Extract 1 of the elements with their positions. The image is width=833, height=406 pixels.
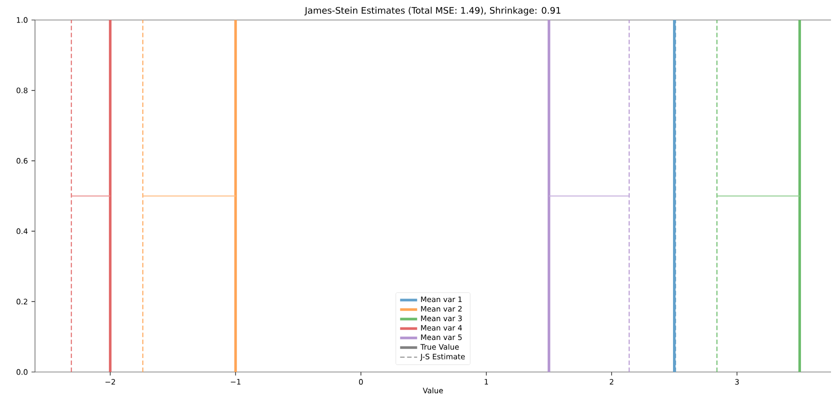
chart-title: James-Stein Estimates (Total MSE: 1.49), Shrinkage: 0.91 <box>304 6 560 16</box>
